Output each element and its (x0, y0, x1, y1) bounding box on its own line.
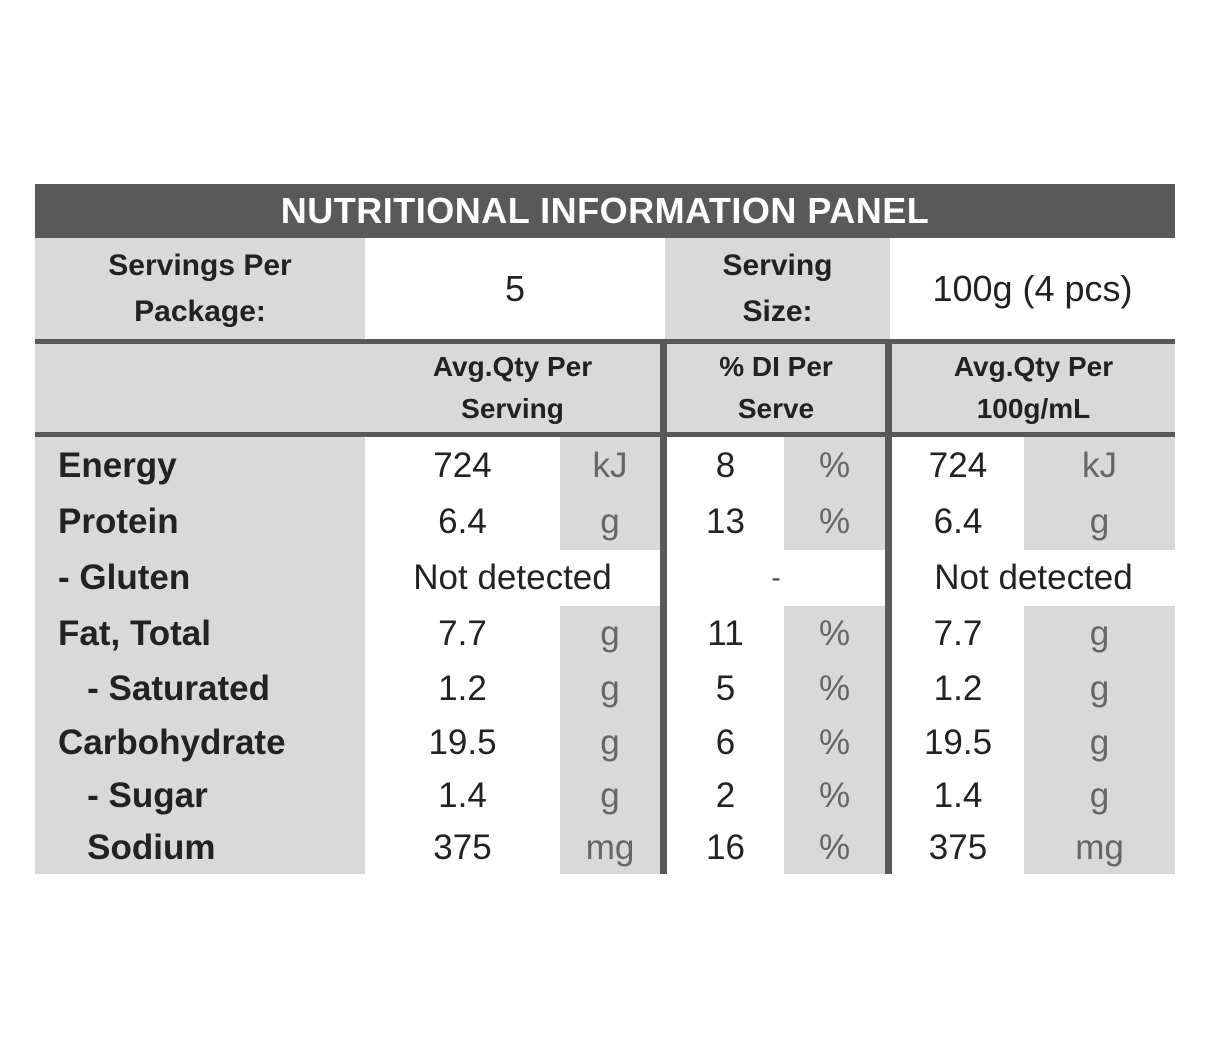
di-unit: % (784, 606, 885, 662)
di-value: 11 (667, 606, 784, 662)
servings-per-package-label: Servings Per Package: (35, 238, 365, 339)
per-serving-value: 7.7 (365, 606, 560, 662)
di-value: 6 (667, 716, 784, 770)
per-serving-text: Not detected (365, 550, 660, 606)
per-100-value: 7.7 (892, 606, 1024, 662)
header-top-divider (35, 339, 1175, 344)
panel-title: NUTRITIONAL INFORMATION PANEL (35, 184, 1175, 238)
per-serving-unit: g (560, 770, 660, 822)
nutrient-label: Fat, Total (35, 606, 365, 662)
per-100-value: 1.2 (892, 662, 1024, 716)
column-header-row (35, 344, 1175, 432)
per-100-unit: g (1024, 770, 1175, 822)
per-100-value: 1.4 (892, 770, 1024, 822)
per-100-text: Not detected (892, 550, 1175, 606)
per-serving-value: 6.4 (365, 494, 560, 550)
di-unit: % (784, 822, 885, 874)
di-unit: % (784, 716, 885, 770)
per-100-value: 6.4 (892, 494, 1024, 550)
per-serving-value: 375 (365, 822, 560, 874)
per-100-value: 724 (892, 437, 1024, 494)
per-100-unit: mg (1024, 822, 1175, 874)
di-value: 2 (667, 770, 784, 822)
per-100-unit: kJ (1024, 437, 1175, 494)
per-100-unit: g (1024, 716, 1175, 770)
per-serving-unit: g (560, 662, 660, 716)
nutrient-label: Protein (35, 494, 365, 550)
nutrient-label: Carbohydrate (35, 716, 365, 770)
per-serving-unit: g (560, 494, 660, 550)
per-100-unit: g (1024, 494, 1175, 550)
per-serving-unit: g (560, 606, 660, 662)
per-serving-unit: mg (560, 822, 660, 874)
per-serving-unit: kJ (560, 437, 660, 494)
per-100-unit: g (1024, 606, 1175, 662)
per-serving-unit: g (560, 716, 660, 770)
serving-size-label: Serving Size: (665, 238, 890, 339)
serving-size-value: 100g (4 pcs) (890, 238, 1175, 339)
column-divider-2 (885, 339, 892, 874)
nutrient-label: - Sugar (35, 770, 365, 822)
per-serving-value: 724 (365, 437, 560, 494)
servings-per-package-value: 5 (365, 238, 665, 339)
per-serving-value: 19.5 (365, 716, 560, 770)
per-serving-value: 1.4 (365, 770, 560, 822)
di-text: - (667, 550, 885, 606)
header-bottom-divider (35, 432, 1175, 437)
di-unit: % (784, 437, 885, 494)
nutrient-label: - Saturated (35, 662, 365, 716)
di-value: 16 (667, 822, 784, 874)
per-serving-value: 1.2 (365, 662, 560, 716)
column-divider-1 (660, 339, 667, 874)
nutrient-label: - Gluten (35, 550, 365, 606)
per-100-value: 19.5 (892, 716, 1024, 770)
per-100-unit: g (1024, 662, 1175, 716)
di-value: 13 (667, 494, 784, 550)
nutrient-label: Energy (35, 437, 365, 494)
per-100-value: 375 (892, 822, 1024, 874)
column-header-di-per-serve: % DI Per Serve (719, 351, 833, 424)
di-unit: % (784, 662, 885, 716)
di-unit: % (784, 770, 885, 822)
nutrient-label: Sodium (35, 822, 365, 874)
column-header-per-100: Avg.Qty Per 100g/mL (953, 351, 1114, 424)
di-value: 8 (667, 437, 784, 494)
di-value: 5 (667, 662, 784, 716)
di-unit: % (784, 494, 885, 550)
nutrition-panel: NUTRITIONAL INFORMATION PANEL Servings P… (35, 184, 1175, 874)
column-header-per-serving: Avg.Qty Per Serving (432, 351, 593, 424)
